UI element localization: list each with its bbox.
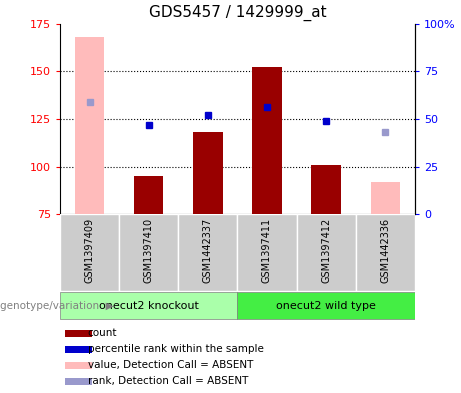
Bar: [311, 165, 341, 214]
Bar: [178, 214, 237, 291]
Bar: [65, 378, 92, 385]
Text: GSM1397412: GSM1397412: [321, 218, 331, 283]
Bar: [60, 292, 237, 319]
Bar: [296, 214, 356, 291]
Bar: [60, 214, 119, 291]
Bar: [65, 362, 92, 369]
Text: GSM1442336: GSM1442336: [380, 218, 390, 283]
Bar: [237, 214, 296, 291]
Text: genotype/variation  ▶: genotype/variation ▶: [0, 301, 113, 310]
Bar: [119, 214, 178, 291]
Bar: [134, 176, 164, 214]
Bar: [237, 292, 415, 319]
Text: GSM1397410: GSM1397410: [144, 218, 154, 283]
Text: GSM1397409: GSM1397409: [84, 218, 95, 283]
Text: rank, Detection Call = ABSENT: rank, Detection Call = ABSENT: [88, 376, 248, 386]
Text: GSM1397411: GSM1397411: [262, 218, 272, 283]
Text: GSM1442337: GSM1442337: [203, 218, 213, 283]
Bar: [356, 214, 415, 291]
Bar: [252, 68, 282, 214]
Bar: [75, 37, 104, 214]
Text: onecut2 wild type: onecut2 wild type: [276, 301, 376, 310]
Text: count: count: [88, 329, 117, 338]
Title: GDS5457 / 1429999_at: GDS5457 / 1429999_at: [148, 5, 326, 21]
Bar: [65, 330, 92, 337]
Bar: [193, 132, 223, 214]
Bar: [371, 182, 400, 214]
Text: onecut2 knockout: onecut2 knockout: [99, 301, 199, 310]
Bar: [65, 346, 92, 353]
Text: value, Detection Call = ABSENT: value, Detection Call = ABSENT: [88, 360, 253, 370]
Text: percentile rank within the sample: percentile rank within the sample: [88, 344, 264, 354]
